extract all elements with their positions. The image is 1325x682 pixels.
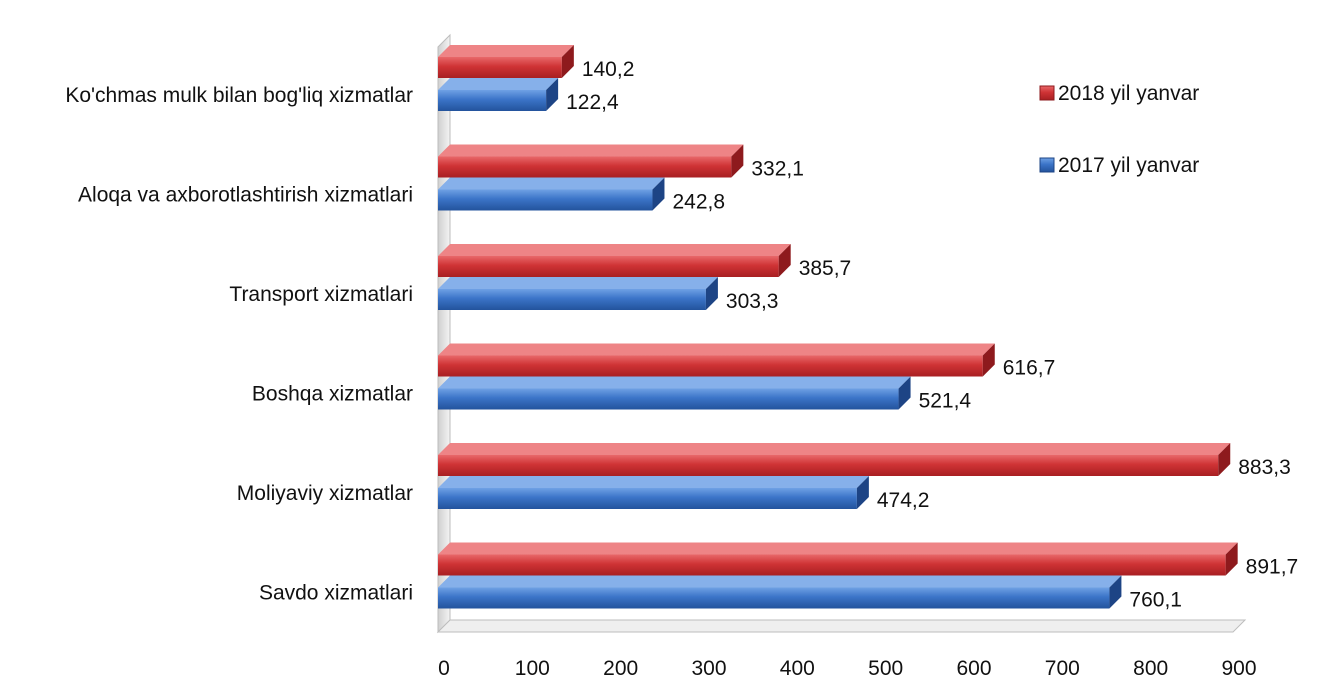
bar-front-face	[438, 355, 983, 377]
data-label: 140,2	[582, 58, 635, 81]
bar	[438, 443, 1231, 476]
x-tick-label: 700	[1045, 657, 1080, 680]
bar-end-face	[778, 244, 791, 277]
bar	[438, 542, 1238, 576]
bar-top-face	[438, 376, 911, 389]
bar	[438, 376, 911, 410]
x-tick-label: 800	[1133, 657, 1168, 680]
bar	[438, 277, 718, 310]
data-label: 616,7	[1003, 357, 1056, 380]
bar	[438, 476, 869, 509]
bar-top-face	[438, 443, 1231, 455]
bar-end-face	[546, 78, 559, 111]
legend-swatch	[1039, 157, 1055, 173]
bar-top-face	[438, 45, 574, 57]
category-label: Transport xizmatlari	[229, 283, 413, 306]
x-tick-label: 100	[515, 657, 550, 680]
bar-end-face	[1109, 575, 1122, 609]
data-label: 883,3	[1238, 456, 1291, 479]
data-label: 385,7	[799, 257, 852, 280]
bar-end-face	[561, 45, 574, 78]
bar-front-face	[438, 189, 653, 211]
legend-label: 2017 yil yanvar	[1058, 154, 1199, 177]
x-tick-label: 600	[956, 657, 991, 680]
bar-end-face	[1218, 443, 1231, 476]
bar-front-face	[438, 388, 899, 410]
category-label: Moliyaviy xizmatlar	[237, 482, 413, 505]
bar-end-face	[1225, 542, 1238, 576]
data-label: 760,1	[1129, 589, 1182, 612]
x-tick-label: 400	[780, 657, 815, 680]
bar-top-face	[438, 476, 869, 488]
bar-top-face	[438, 575, 1122, 588]
bar-top-face	[438, 177, 665, 190]
legend-item: 2018 yil yanvar	[1039, 82, 1199, 105]
category-label: Savdo xizmatlari	[259, 582, 413, 605]
bar	[438, 343, 995, 377]
data-label: 242,8	[672, 191, 725, 214]
bar-end-face	[982, 343, 995, 377]
plot-floor	[436, 619, 1247, 633]
bar-end-face	[856, 476, 869, 509]
bar-top-face	[438, 277, 718, 289]
bar-front-face	[438, 554, 1226, 576]
bar-top-face	[438, 144, 744, 157]
bar-top-face	[438, 78, 559, 90]
category-label: Aloqa va axborotlashtirish xizmatlari	[78, 184, 413, 207]
bar	[438, 575, 1122, 609]
legend-item: 2017 yil yanvar	[1039, 154, 1199, 177]
legend-swatch	[1039, 85, 1055, 101]
bar-top-face	[438, 542, 1238, 555]
bar-front-face	[438, 488, 857, 509]
bar-top-face	[438, 244, 791, 256]
bar	[438, 244, 791, 277]
legend-label: 2018 yil yanvar	[1058, 82, 1199, 105]
bar-end-face	[731, 144, 744, 178]
bar-end-face	[705, 277, 718, 310]
data-label: 332,1	[751, 158, 804, 181]
bar-front-face	[438, 455, 1219, 476]
x-tick-label: 300	[691, 657, 726, 680]
bar-end-face	[898, 376, 911, 410]
data-label: 122,4	[566, 91, 619, 114]
bar	[438, 45, 574, 78]
data-label: 303,3	[726, 290, 779, 313]
bar-front-face	[438, 57, 562, 78]
bar	[438, 144, 744, 178]
bar-front-face	[438, 289, 706, 310]
bar-front-face	[438, 156, 732, 178]
category-label: Boshqa xizmatlar	[252, 383, 413, 406]
bar-front-face	[438, 90, 547, 111]
legend: 2018 yil yanvar 2017 yil yanvar	[1039, 82, 1199, 177]
plot-side-wall	[437, 33, 451, 634]
x-tick-label: 500	[868, 657, 903, 680]
x-tick-label: 200	[603, 657, 638, 680]
bar	[438, 78, 559, 111]
bar-front-face	[438, 256, 779, 277]
data-label: 521,4	[919, 390, 972, 413]
data-label: 891,7	[1246, 556, 1299, 579]
bar-top-face	[438, 343, 995, 356]
x-tick-label: 900	[1221, 657, 1256, 680]
data-label: 474,2	[877, 489, 930, 512]
category-label: Ko'chmas mulk bilan bog'liq xizmatlar	[65, 84, 413, 107]
x-tick-label: 0	[438, 657, 450, 680]
bar-end-face	[652, 177, 665, 211]
bar-front-face	[438, 587, 1110, 609]
bar	[438, 177, 665, 211]
